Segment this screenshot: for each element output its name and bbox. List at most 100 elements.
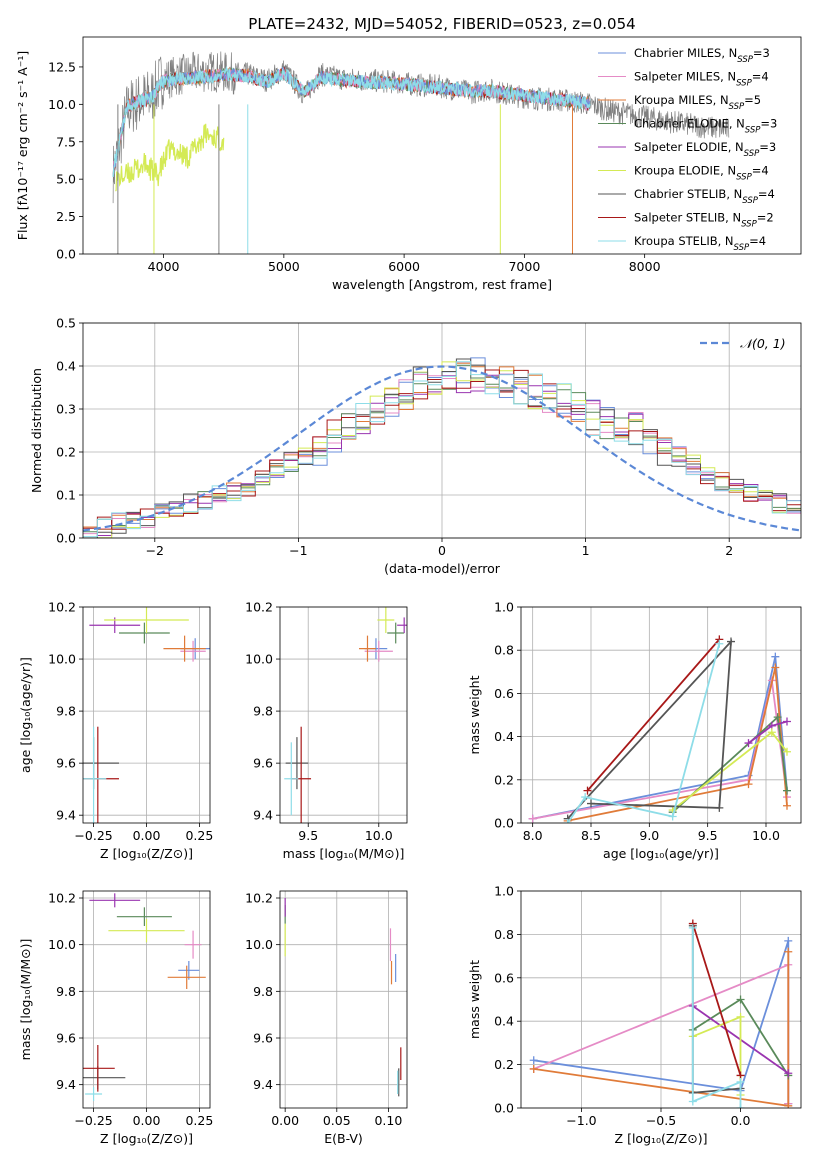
age_vs_Z-frame (82, 606, 211, 824)
age_vs_mass-grid (280, 606, 407, 823)
age_vs_Z-plot-area (83, 607, 210, 823)
spectrum-axes: 4000 5000 6000 7000 8000 0.0 2.5 5.0 7.5 10.0 12.5… (15, 15, 802, 292)
y-tick-label: 0.2 (494, 772, 514, 787)
weight-marker (529, 1064, 538, 1073)
mass_vs_Z-axes: −0.25 0.00 0.25 9.4 9.6 9.8 10.0 10.2 Z [log₁₀(Z… (18, 891, 213, 1147)
y-tick-label: 2.5 (56, 209, 76, 224)
weight-marker (744, 780, 753, 789)
weight-marker (587, 799, 595, 808)
x-tick-label: 10.0 (365, 828, 393, 843)
weight-marker (736, 995, 745, 1004)
weight-marker (736, 1012, 745, 1021)
spectrum-plot-area (112, 51, 730, 254)
weight_vs_age-frame (520, 606, 802, 824)
model-spectrum-kroupa_stelib (112, 65, 591, 177)
y-tick-label: 9.8 (253, 984, 273, 999)
data-point (397, 617, 407, 634)
weight-marker (783, 786, 791, 795)
y-tick-label: 10.0 (245, 652, 273, 667)
residuals-legend: 𝒩(0, 1) (700, 336, 786, 351)
y-tick-label: 7.5 (56, 134, 76, 149)
x-tick-label: 9.0 (639, 828, 659, 843)
y-tick-label: 10.0 (48, 652, 76, 667)
x-tick-label: −1 (289, 543, 307, 558)
y-axis-label: mass weight (467, 960, 482, 1039)
histogram-kroupa_stelib (83, 361, 801, 538)
x-tick-label: 9.5 (298, 828, 318, 843)
y-tick-label: 9.6 (253, 756, 273, 771)
y-tick-label: 5.0 (56, 172, 76, 187)
x-tick-label: 0.25 (185, 828, 213, 843)
legend-entry: Salpeter STELIB, NSSP=2 (634, 211, 774, 230)
y-tick-label: 0.8 (494, 643, 514, 658)
x-axis-label: mass [log₁₀(M/M⊙)] (283, 846, 405, 861)
y-axis-label: Flux [fλ10⁻¹⁷ erg cm⁻² s⁻¹ A⁻¹] (15, 51, 30, 240)
x-tick-label: 4000 (148, 259, 180, 274)
weight-marker (784, 1069, 793, 1078)
legend-entry: Salpeter ELODIE, NSSP=3 (634, 140, 776, 159)
x-axis-label: E(B-V) (324, 1131, 363, 1146)
x-tick-label: 5000 (268, 259, 300, 274)
mass_vs_Z-frame (82, 890, 211, 1109)
x-tick-label: 0.05 (323, 1113, 351, 1128)
legend-entry: Kroupa ELODIE, NSSP=4 (634, 164, 769, 183)
x-tick-label: 8.5 (581, 828, 601, 843)
y-tick-label: 0.0 (494, 1101, 514, 1116)
x-tick-label: 0.0 (731, 1113, 751, 1128)
weight-marker (581, 793, 590, 802)
weight-marker (688, 1097, 697, 1106)
y-axis-label: Normed distribution (29, 368, 44, 493)
data-point (364, 640, 393, 662)
weight_vs_Z-grid (521, 890, 801, 1109)
weight-marker (771, 652, 780, 661)
data-point (116, 907, 172, 926)
y-tick-label: 1.0 (494, 884, 514, 899)
y-tick-label: 9.4 (253, 1077, 273, 1092)
y-tick-label: 10.0 (48, 937, 76, 952)
y-tick-label: 0.4 (494, 1014, 514, 1029)
weight-line-kroupa_stelib (691, 927, 742, 1108)
x-tick-label: 0.00 (133, 828, 161, 843)
data-point (359, 635, 376, 662)
weight-marker (715, 803, 724, 812)
legend-entry: Kroupa STELIB, NSSP=4 (634, 234, 766, 253)
weight-marker (773, 713, 782, 722)
data-point (118, 622, 170, 644)
data-point (89, 893, 141, 908)
x-axis-label: wavelength [Angstrom, rest frame] (332, 277, 552, 292)
weight-marker (528, 814, 537, 823)
age_vs_mass-axes: 9.5 10.0 9.4 9.6 9.8 10.0 10.2 mass [log₁₀(M/M⊙… (245, 600, 408, 861)
residuals-frame (82, 322, 802, 539)
data-point (284, 742, 299, 816)
mass_vs_Z-plot-area (83, 893, 206, 1101)
y-tick-label: 0.0 (56, 247, 76, 262)
weight-marker (783, 801, 791, 810)
chart-title: PLATE=2432, MJD=54052, FIBERID=0523, z=0… (248, 15, 635, 33)
y-tick-label: 0.5 (56, 316, 76, 331)
x-tick-label: −1.0 (566, 1113, 596, 1128)
age_vs_Z-axes: −0.25 0.00 0.25 9.4 9.6 9.8 10.0 10.2 Z [log₁₀(Z… (18, 600, 213, 862)
y-tick-label: 9.8 (56, 984, 76, 999)
y-axis-label: mass weight (467, 675, 482, 754)
y-tick-label: 9.8 (56, 704, 76, 719)
mass_vs_EBV-grid (280, 891, 407, 1108)
weight-marker (784, 1101, 793, 1108)
y-tick-label: 10.2 (48, 600, 76, 615)
legend-entry: Chabrier ELODIE, NSSP=3 (634, 117, 777, 136)
weight-marker (783, 717, 791, 726)
weight-marker (727, 637, 735, 646)
y-tick-label: 9.8 (253, 704, 273, 719)
x-tick-label: 1 (582, 543, 590, 558)
x-tick-label: −0.5 (646, 1113, 676, 1128)
weight_vs_age-axes: 8.0 8.5 9.0 9.5 10.0 0.0 0.2 0.4 0.6 0.8 1.0 age [l… (467, 600, 802, 861)
data-point (108, 919, 185, 943)
legend-entry: Kroupa MILES, NSSP=5 (634, 93, 761, 112)
weight_vs_Z-frame (520, 890, 802, 1109)
x-axis-label: Z [log₁₀(Z/Z⊙)] (615, 1131, 708, 1146)
weight-marker (784, 947, 793, 956)
raw-spectrum-line (112, 51, 730, 204)
y-tick-label: 12.5 (48, 59, 76, 74)
data-point (167, 965, 206, 989)
weight-marker (736, 1104, 745, 1108)
weight-marker (783, 747, 791, 756)
